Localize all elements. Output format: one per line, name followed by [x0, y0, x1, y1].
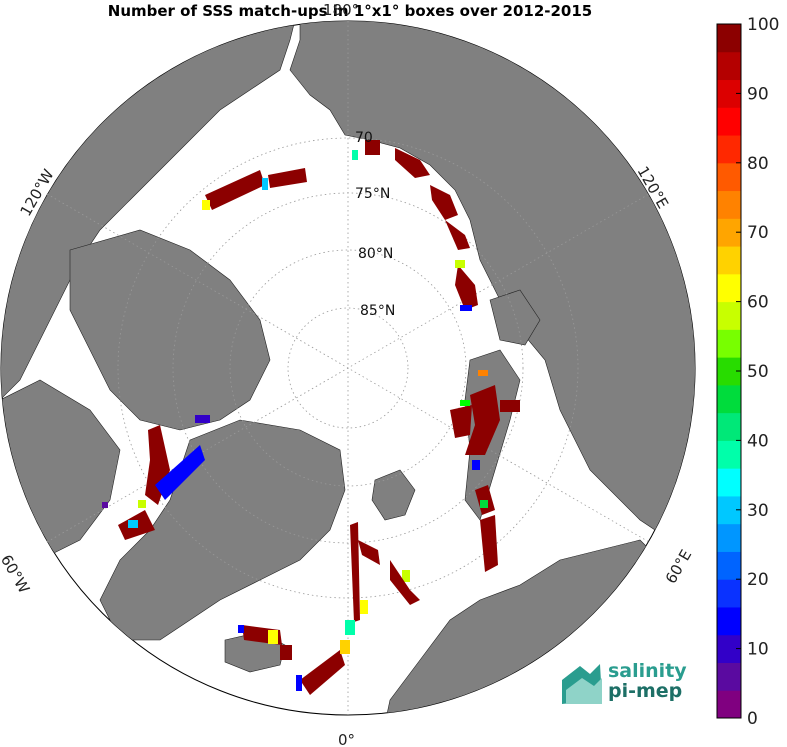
logo-line2: pi-mep: [608, 680, 683, 702]
colorbar-segment: [717, 412, 741, 441]
colorbar-segment: [717, 107, 741, 136]
parallel-label-75: 75°N: [355, 186, 390, 202]
salinity-pi-mep-logo: salinity pi-mep: [560, 660, 700, 706]
colorbar-segment: [717, 246, 741, 275]
matchup-tracks: [102, 140, 520, 695]
colorbar-segment: [717, 690, 741, 719]
meridian-label-lower-left: 60°W: [0, 552, 33, 597]
meridian-label-top: 180°: [323, 1, 359, 19]
colorbar-tick-label: 60: [747, 293, 769, 313]
parallel-label-85: 85°N: [360, 303, 395, 319]
colorbar-tick-label: 0: [747, 709, 758, 729]
colorbar-segment: [717, 606, 741, 636]
colorbar-tick-label: 50: [747, 362, 769, 382]
colorbar-tick-label: 20: [747, 570, 769, 590]
logo-line1: salinity: [608, 660, 687, 682]
wave-logo-icon: [562, 664, 602, 704]
colorbar-segment: [717, 551, 741, 580]
colorbar-segment: [717, 24, 741, 53]
colorbar-tick-label: 90: [747, 84, 769, 104]
colorbar-tick-label: 10: [747, 640, 769, 660]
graticule: [46, 21, 650, 715]
colorbar: 0 10 20 30 40 50 60 70 80 90 100: [716, 15, 779, 729]
colorbar-segment: [717, 162, 741, 192]
colorbar-segment: [717, 135, 741, 164]
parallel-label-80: 80°N: [358, 246, 393, 262]
map-title: Number of SSS match-ups in 1°x1° boxes o…: [107, 2, 593, 20]
colorbar-tick-label: 40: [747, 431, 769, 451]
colorbar-segment: [717, 468, 741, 497]
colorbar-tick-label: 70: [747, 223, 769, 243]
colorbar-segment: [717, 273, 741, 303]
colorbar-segment: [717, 190, 741, 219]
colorbar-tick-label: 30: [747, 501, 769, 521]
colorbar-segment: [717, 523, 741, 552]
colorbar-segment: [717, 301, 741, 330]
colorbar-tick-label: 100: [747, 15, 779, 35]
colorbar-segment: [717, 51, 741, 81]
parallel-label-70: 70: [355, 130, 373, 146]
colorbar-segment: [717, 384, 741, 414]
colorbar-segment: [717, 579, 741, 608]
colorbar-tick-label: 80: [747, 154, 769, 174]
meridian-label-lower-right: 60°E: [662, 546, 696, 586]
colorbar-segment: [717, 662, 741, 691]
colorbar-segment: [717, 329, 741, 358]
meridian-label-bottom: 0°: [338, 731, 355, 747]
colorbar-segment: [717, 440, 741, 469]
